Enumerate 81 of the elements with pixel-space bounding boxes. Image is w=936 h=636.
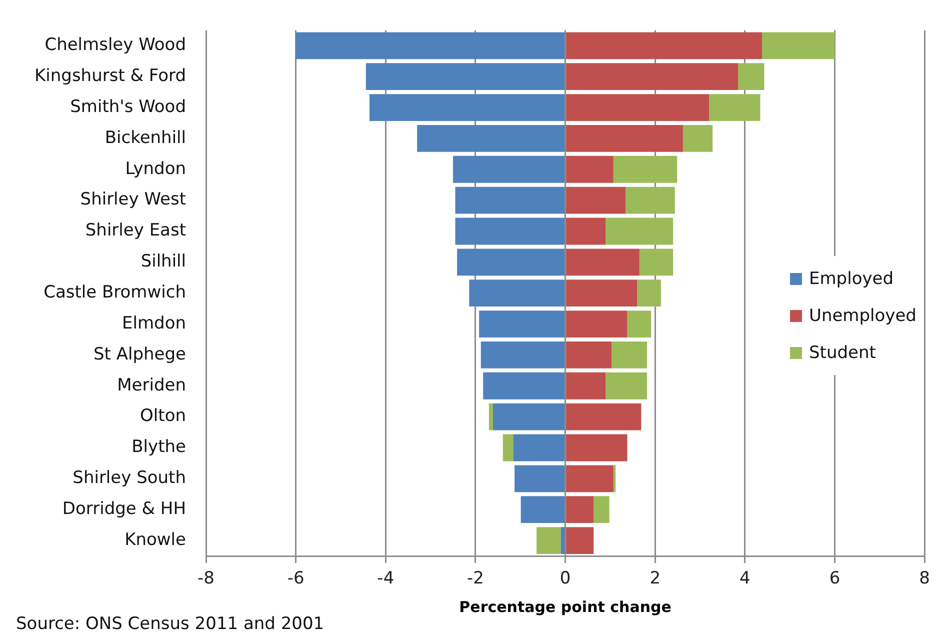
y-tick-label: Silhill xyxy=(140,252,186,272)
bar xyxy=(738,63,764,90)
x-tick-label: 0 xyxy=(560,568,571,589)
bar xyxy=(566,248,640,276)
bar xyxy=(536,527,561,554)
bar xyxy=(566,186,626,214)
bar xyxy=(488,403,493,430)
bar xyxy=(682,125,713,152)
bar xyxy=(453,156,565,183)
bar xyxy=(762,32,835,60)
y-tick-label: Elmdon xyxy=(122,313,186,334)
y-tick-label: Olton xyxy=(140,406,186,426)
legend-label: Employed xyxy=(809,268,894,288)
x-tick-label: 2 xyxy=(650,568,661,589)
x-tick-label: 6 xyxy=(829,568,840,589)
bar xyxy=(520,496,565,524)
x-tick-label: -2 xyxy=(466,568,484,589)
bar xyxy=(513,434,565,462)
bar xyxy=(709,94,760,121)
bar xyxy=(566,527,594,554)
y-tick-label: Castle Bromwich xyxy=(44,282,186,303)
y-tick-label: Meriden xyxy=(117,375,186,396)
bar xyxy=(366,63,565,90)
bar xyxy=(514,465,565,492)
bar xyxy=(606,372,648,400)
bar xyxy=(594,496,610,524)
bar xyxy=(566,372,606,400)
bar xyxy=(566,94,710,121)
bar xyxy=(479,310,565,338)
bar xyxy=(627,310,652,338)
bar xyxy=(566,32,762,60)
bar xyxy=(566,496,594,524)
bar xyxy=(455,186,565,214)
bar xyxy=(612,342,648,368)
bar xyxy=(566,280,638,307)
y-tick-label: Knowle xyxy=(124,530,186,550)
y-tick-label: Shirley South xyxy=(72,468,186,488)
bar xyxy=(480,342,565,368)
x-tick-label: 8 xyxy=(919,568,930,589)
bar xyxy=(566,403,642,430)
bar xyxy=(560,527,565,554)
bar xyxy=(469,280,565,307)
x-tick-label: -6 xyxy=(287,568,304,589)
bar xyxy=(457,248,565,276)
bar xyxy=(566,156,614,183)
bar xyxy=(625,186,675,214)
x-tick-label: 4 xyxy=(740,568,750,589)
y-tick-label: Smith's Wood xyxy=(70,96,186,117)
bar xyxy=(455,218,565,245)
bar xyxy=(566,310,628,338)
y-tick-label: Dorridge & HH xyxy=(62,499,186,520)
y-tick-label: Lyndon xyxy=(125,158,186,179)
x-tick-label: -8 xyxy=(198,568,214,589)
bar xyxy=(566,125,683,152)
bar xyxy=(483,372,565,400)
bar xyxy=(502,434,514,462)
bar xyxy=(566,63,738,90)
bar xyxy=(296,32,565,60)
y-tick-label: Bickenhill xyxy=(104,128,186,148)
legend-label: Student xyxy=(809,342,876,362)
bar xyxy=(639,248,674,276)
bar xyxy=(613,156,678,183)
bar xyxy=(417,125,565,152)
bar xyxy=(566,465,614,492)
legend-label: Unemployed xyxy=(809,306,916,326)
y-tick-label: Shirley East xyxy=(85,220,186,241)
y-tick-label: Kingshurst & Ford xyxy=(34,66,186,86)
bar xyxy=(566,218,606,245)
bar xyxy=(637,280,661,307)
bar xyxy=(492,403,565,430)
bar xyxy=(606,218,674,245)
y-tick-label: Chelmsley Wood xyxy=(44,35,186,56)
y-tick-label: Blythe xyxy=(132,437,186,458)
bar xyxy=(566,342,612,368)
x-axis-title: Percentage point change xyxy=(459,598,672,616)
x-tick-label: -4 xyxy=(377,568,394,589)
bar xyxy=(369,94,565,121)
y-tick-label: Shirley West xyxy=(80,190,186,210)
source-note: Source: ONS Census 2011 and 2001 xyxy=(16,614,324,634)
y-tick-label: St Alphege xyxy=(94,344,186,364)
bar xyxy=(566,434,628,462)
